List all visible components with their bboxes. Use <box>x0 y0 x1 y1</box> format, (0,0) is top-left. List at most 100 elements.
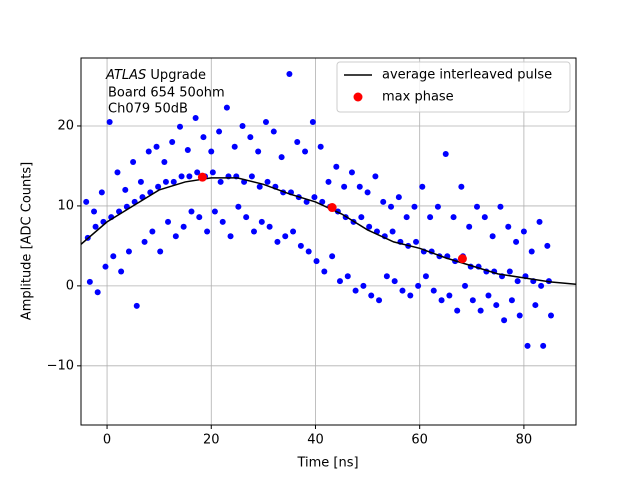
data-point <box>450 214 457 221</box>
annotation-italic: ATLAS <box>105 68 146 83</box>
data-point <box>248 173 255 180</box>
data-point <box>137 178 144 185</box>
data-point <box>208 148 215 155</box>
data-point <box>196 214 203 221</box>
data-point <box>114 169 121 176</box>
data-point <box>305 248 312 255</box>
data-point <box>407 292 414 299</box>
data-point <box>516 312 523 319</box>
data-point <box>219 218 226 225</box>
data-point <box>538 282 545 289</box>
data-point <box>141 238 148 245</box>
y-tick-label: 10 <box>57 198 74 213</box>
data-point <box>302 148 309 155</box>
data-point <box>278 154 285 161</box>
data-point <box>200 134 207 141</box>
annotation-line: Board 654 50ohm <box>108 86 225 101</box>
data-point <box>360 282 367 289</box>
data-point <box>336 278 343 285</box>
data-point <box>329 253 336 260</box>
data-point <box>262 118 269 125</box>
data-point <box>243 214 250 221</box>
data-point <box>270 128 277 135</box>
data-point <box>364 189 371 196</box>
ticks: 0 20 40 60 80 −10 0 10 20 <box>47 118 533 447</box>
y-tick-label: 0 <box>66 278 74 293</box>
data-point <box>94 289 101 296</box>
x-axis-label: Time [ns] <box>296 456 358 471</box>
data-point <box>149 228 156 235</box>
data-point <box>415 282 422 289</box>
data-point <box>536 218 543 225</box>
data-point <box>508 297 515 304</box>
data-point <box>319 198 326 205</box>
data-point <box>256 183 263 190</box>
data-point <box>544 242 551 249</box>
data-point <box>106 118 113 125</box>
data-point <box>297 242 304 249</box>
data-point <box>286 70 293 77</box>
data-point <box>520 228 527 235</box>
data-point <box>180 223 187 230</box>
data-point <box>247 134 254 141</box>
data-point <box>153 143 160 150</box>
legend: average interleaved pulse max phase <box>336 61 571 113</box>
data-point <box>383 273 390 280</box>
data-point <box>466 223 473 230</box>
max-phase-marker <box>197 172 207 182</box>
data-point <box>341 183 348 190</box>
data-point <box>255 148 262 155</box>
data-point <box>497 203 504 210</box>
data-point <box>380 198 387 205</box>
data-point <box>489 233 496 240</box>
data-point <box>227 233 234 240</box>
legend-label: max phase <box>382 90 454 105</box>
data-point <box>430 287 437 294</box>
data-point <box>481 214 488 221</box>
data-point <box>505 223 512 230</box>
data-point <box>358 214 365 221</box>
legend-box <box>336 61 571 113</box>
data-point <box>184 146 191 153</box>
data-point <box>266 223 273 230</box>
data-point <box>161 158 168 165</box>
data-point <box>506 268 513 275</box>
data-point <box>172 233 179 240</box>
data-point <box>438 297 445 304</box>
axes-frame <box>80 57 577 426</box>
max-phase-marker <box>457 254 467 264</box>
data-point <box>317 143 324 150</box>
data-point <box>458 183 465 190</box>
data-point <box>250 228 257 235</box>
data-point <box>122 186 129 193</box>
data-point <box>239 122 246 129</box>
data-point <box>155 183 162 190</box>
data-point <box>532 302 539 309</box>
data-point <box>403 214 410 221</box>
data-point <box>313 258 320 265</box>
annotation-line: Ch079 50dB <box>108 102 188 117</box>
data-point <box>454 307 461 314</box>
data-point <box>145 148 152 155</box>
data-point <box>178 173 185 180</box>
data-point <box>290 228 297 235</box>
data-point <box>376 297 383 304</box>
data-point <box>235 203 242 210</box>
data-point <box>157 248 164 255</box>
data-point <box>98 189 105 196</box>
data-point <box>434 203 441 210</box>
data-point <box>372 173 379 180</box>
data-point <box>540 342 547 349</box>
data-point <box>391 278 398 285</box>
data-point <box>462 282 469 289</box>
x-tick-label: 60 <box>411 433 428 448</box>
x-tick-label: 0 <box>103 433 111 448</box>
x-tick-label: 20 <box>203 433 220 448</box>
data-point <box>427 214 434 221</box>
data-point <box>188 208 195 215</box>
data-point <box>477 307 484 314</box>
y-axis-label: Amplitude [ADC Counts] <box>20 162 35 320</box>
data-point <box>356 183 363 190</box>
data-point <box>216 128 223 135</box>
